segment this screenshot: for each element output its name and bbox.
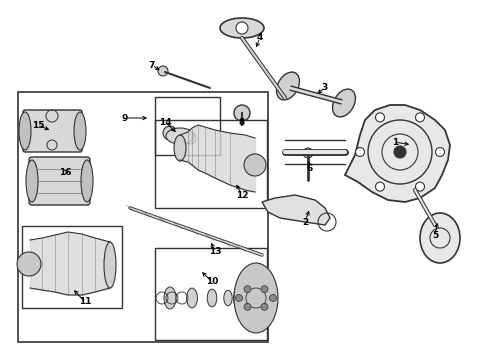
- Bar: [155, 97, 220, 155]
- Ellipse shape: [332, 89, 355, 117]
- Ellipse shape: [248, 286, 261, 310]
- Circle shape: [435, 148, 444, 157]
- Ellipse shape: [104, 242, 116, 288]
- Ellipse shape: [234, 263, 278, 333]
- Circle shape: [158, 66, 168, 76]
- Circle shape: [17, 252, 41, 276]
- FancyBboxPatch shape: [23, 110, 82, 152]
- Text: 14: 14: [159, 117, 171, 126]
- Text: 4: 4: [256, 33, 263, 42]
- Ellipse shape: [276, 72, 299, 100]
- Text: 11: 11: [79, 297, 91, 306]
- Ellipse shape: [74, 112, 86, 150]
- Text: 16: 16: [59, 167, 71, 176]
- Ellipse shape: [19, 112, 31, 150]
- Circle shape: [244, 286, 250, 293]
- Circle shape: [244, 154, 265, 176]
- Text: 1: 1: [391, 138, 397, 147]
- Bar: [22, 226, 122, 308]
- Circle shape: [393, 146, 405, 158]
- Ellipse shape: [419, 213, 459, 263]
- Text: 3: 3: [321, 84, 327, 93]
- Circle shape: [261, 303, 267, 310]
- Text: 8: 8: [238, 117, 244, 126]
- Bar: [155, 248, 266, 340]
- Text: 12: 12: [235, 190, 248, 199]
- Ellipse shape: [186, 288, 197, 308]
- Circle shape: [415, 113, 424, 122]
- Circle shape: [234, 105, 249, 121]
- Circle shape: [236, 22, 247, 34]
- Circle shape: [415, 182, 424, 191]
- Circle shape: [375, 113, 384, 122]
- FancyBboxPatch shape: [29, 157, 90, 205]
- Text: 6: 6: [306, 163, 312, 172]
- Text: 9: 9: [122, 113, 128, 122]
- Polygon shape: [262, 195, 329, 225]
- Circle shape: [355, 148, 364, 157]
- Text: 13: 13: [208, 248, 221, 256]
- Circle shape: [163, 126, 177, 140]
- Bar: [18, 92, 267, 342]
- Ellipse shape: [81, 160, 93, 202]
- Text: 5: 5: [431, 230, 437, 239]
- Ellipse shape: [26, 160, 38, 202]
- Circle shape: [375, 182, 384, 191]
- Ellipse shape: [207, 289, 216, 307]
- Text: 15: 15: [32, 121, 44, 130]
- Circle shape: [261, 286, 267, 293]
- Ellipse shape: [233, 283, 250, 314]
- Circle shape: [244, 303, 250, 310]
- Ellipse shape: [165, 128, 194, 144]
- Circle shape: [235, 294, 242, 302]
- Bar: [155, 120, 266, 208]
- Ellipse shape: [224, 290, 232, 306]
- Ellipse shape: [174, 135, 185, 161]
- Polygon shape: [345, 105, 449, 202]
- Circle shape: [303, 148, 312, 158]
- Ellipse shape: [220, 18, 264, 38]
- Circle shape: [269, 294, 276, 302]
- Text: 7: 7: [148, 60, 155, 69]
- Ellipse shape: [163, 287, 176, 309]
- Text: 2: 2: [301, 217, 307, 226]
- Text: 10: 10: [205, 278, 218, 287]
